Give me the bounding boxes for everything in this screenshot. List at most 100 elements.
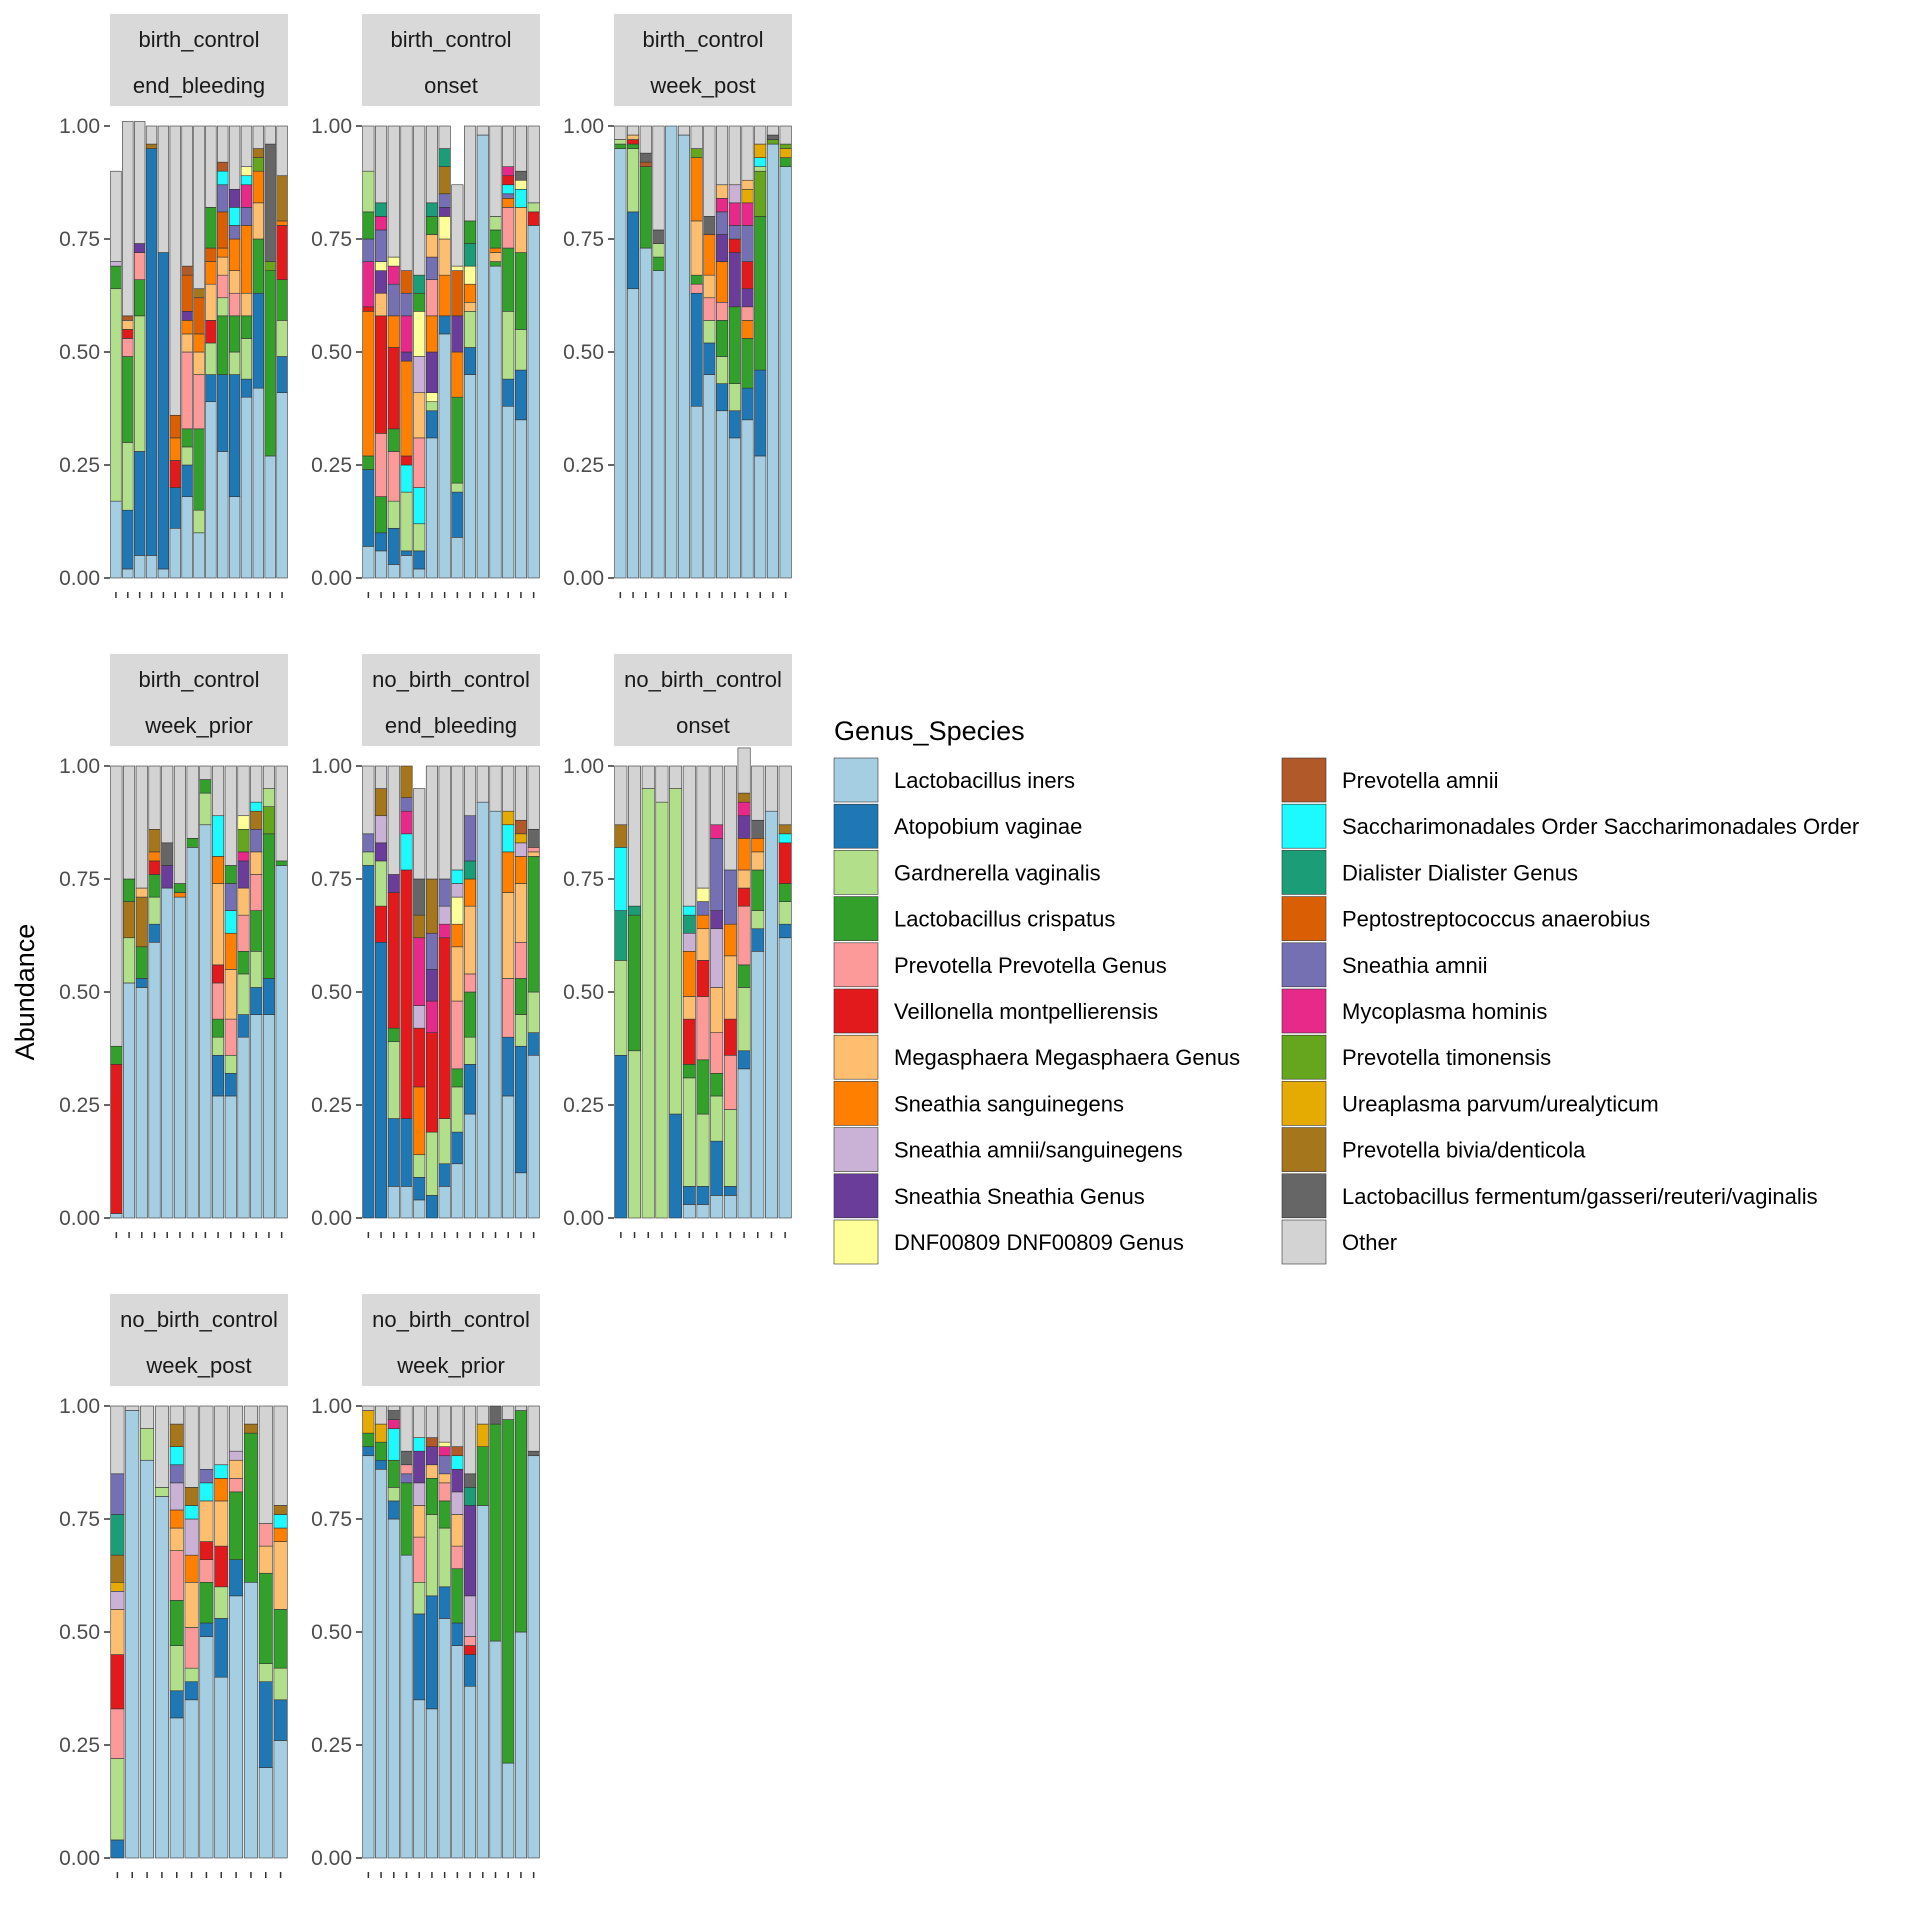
bar-segment	[464, 878, 477, 907]
bar-segment	[193, 351, 205, 375]
bar-segment	[199, 1405, 214, 1470]
legend-label: Sneathia Sneathia Genus	[894, 1184, 1145, 1209]
bar-segment	[413, 1505, 426, 1538]
bar-segment	[627, 139, 640, 145]
bar-segment	[217, 297, 229, 317]
bar-segment	[652, 229, 665, 244]
bar-segment	[710, 1073, 724, 1097]
bar-segment	[696, 887, 710, 902]
bar-segment	[703, 216, 716, 235]
bar-segment	[375, 765, 388, 789]
bar-segment	[438, 333, 451, 579]
bar-segment	[779, 157, 792, 167]
bar-segment	[273, 1405, 288, 1506]
bar-segment	[690, 157, 703, 222]
bar-segment	[217, 161, 229, 172]
bar-segment	[425, 1595, 438, 1710]
bar-segment	[184, 1505, 199, 1520]
bar-segment	[400, 869, 413, 1119]
bar-segment	[737, 792, 751, 803]
bar-segment	[400, 1473, 413, 1484]
bar-segment	[641, 788, 655, 1219]
legend-label: Veillonella montpellierensis	[894, 999, 1158, 1024]
bar-segment	[134, 315, 146, 452]
bar-segment	[413, 1699, 426, 1859]
bar-segment	[527, 202, 540, 213]
bar-segment	[703, 297, 716, 321]
bar-segment	[228, 351, 241, 375]
bar-segment	[438, 207, 451, 217]
bar-segment	[214, 1676, 229, 1859]
bar-segment	[425, 878, 438, 934]
bar-segment	[413, 1154, 426, 1178]
bar-segment	[400, 550, 413, 556]
bar-segment	[682, 1018, 696, 1065]
bar-segment	[250, 910, 263, 952]
bar-segment	[237, 951, 250, 975]
bar-segment	[682, 996, 696, 1020]
bar-segment	[464, 265, 477, 285]
bar-segment	[514, 252, 527, 330]
bar-segment	[224, 865, 237, 884]
bar-segment	[135, 978, 148, 988]
bar-segment	[527, 1405, 540, 1452]
facet-strip-label: birth_control	[138, 27, 259, 52]
facet-strip-label: week_post	[145, 1353, 251, 1378]
bar-segment	[451, 396, 464, 484]
bar-segment	[716, 410, 729, 579]
bar-segment	[425, 1032, 438, 1133]
bar-segment	[228, 125, 241, 190]
bar-segment	[413, 437, 426, 488]
bar-segment	[217, 184, 229, 213]
bar-segment	[682, 1077, 696, 1187]
bar-segment	[110, 1654, 125, 1710]
bar-segment	[135, 946, 148, 979]
bar-segment	[766, 134, 779, 140]
bar-segment	[438, 1482, 451, 1502]
bar-segment	[387, 500, 400, 529]
bar-segment	[205, 283, 217, 321]
bar-segment	[527, 856, 540, 993]
bar-segment	[212, 1095, 225, 1219]
bar-segment	[502, 198, 515, 208]
bar-segment	[387, 347, 400, 430]
legend-label: Megasphaera Megasphaera Genus	[894, 1045, 1240, 1070]
y-tick-label: 0.25	[563, 1094, 604, 1117]
bar-segment	[476, 765, 489, 803]
bar-segment	[135, 887, 148, 898]
legend-swatch	[1281, 1127, 1327, 1172]
bar-segment	[214, 1586, 229, 1619]
facet-panel: birth_control week_post 0.00 0.25 0.50 0.75 1.…	[563, 14, 792, 598]
bar-segment	[375, 532, 388, 552]
bar-segment	[375, 270, 388, 294]
facet-strip	[362, 1294, 540, 1386]
bar-segment	[375, 1441, 388, 1461]
bar-segment	[123, 878, 136, 902]
bar-segment	[502, 810, 515, 826]
bar-segment	[451, 1405, 464, 1447]
bar-segment	[375, 1405, 388, 1425]
bar-segment	[778, 923, 792, 939]
bar-segment	[751, 765, 765, 821]
bar-segment	[110, 1708, 125, 1759]
bar-segment	[696, 901, 710, 916]
bar-segment	[193, 288, 205, 299]
bar-segment	[425, 1478, 438, 1515]
bar-segment	[262, 1014, 275, 1219]
bar-segment	[728, 306, 741, 384]
legend-label: Lactobacillus fermentum/gasseri/reuteri/…	[1342, 1184, 1818, 1209]
bar-segment	[387, 428, 400, 452]
bar-segment	[413, 1199, 426, 1219]
bar-segment	[375, 216, 388, 231]
bar-segment	[250, 1014, 263, 1219]
bar-segment	[229, 1450, 244, 1461]
bar-segment	[682, 932, 696, 952]
bar-segment	[252, 387, 264, 579]
legend-label: Peptostreptococcus anaerobius	[1342, 907, 1650, 932]
bar-segment	[387, 1186, 400, 1219]
bar-segment	[682, 765, 696, 907]
legend-label: Lactobacillus iners	[894, 768, 1075, 793]
